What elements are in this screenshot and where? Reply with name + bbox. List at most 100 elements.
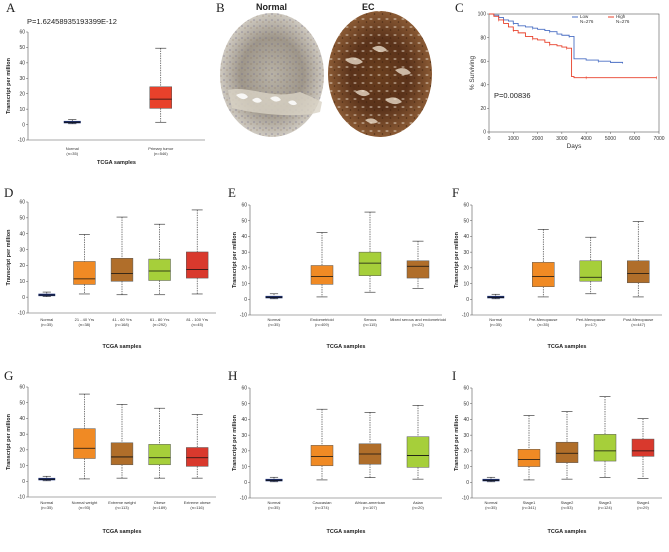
panel-g-category-count: (n=189) — [153, 505, 168, 510]
panel-letter-a: A — [6, 0, 16, 15]
panel-a-x-axis-label: TCGA samples — [97, 160, 136, 166]
panel-d-y-tick-label: 40 — [19, 231, 25, 237]
panel-b-tumor-label: EC — [362, 2, 375, 12]
panel-e-category-count: (n=22) — [412, 322, 424, 327]
panel-g-category-label: Normal weight — [72, 500, 98, 505]
box-asian — [406, 436, 430, 468]
panel-letter-h: H — [228, 368, 237, 383]
panel-e-y-axis-label: Transcript per million — [232, 231, 238, 288]
panel-h-category-count: (n=374) — [315, 505, 330, 510]
panel-e-category-count: (n=35) — [268, 322, 280, 327]
panel-e-x-axis-label: TCGA samples — [327, 344, 366, 350]
panel-f-category-label: Peri-Menopause — [576, 317, 606, 322]
panel-d-x-axis-label: TCGA samples — [103, 344, 142, 350]
panel-a-category-label: Primary tumor — [148, 146, 174, 151]
panel-e-y-tick-label: 50 — [241, 218, 247, 224]
panel-d-y-tick-label: -10 — [18, 311, 25, 317]
panel-h-y-tick-label: 50 — [241, 401, 247, 407]
panel-e-y-tick-label: -10 — [240, 313, 247, 319]
panel-h-category-label: Normal — [268, 500, 281, 505]
box-extreme-obese — [186, 447, 209, 467]
box-mixed-serous-and-endometrioid — [406, 260, 430, 279]
panel-d-category-label: 81 - 100 Yrs — [186, 317, 208, 322]
panel-h-x-axis-label: TCGA samples — [327, 529, 366, 535]
panel-a-pvalue: P=1.62458935193399E-12 — [27, 17, 117, 26]
panel-i-category-label: Normal — [485, 500, 498, 505]
panel-c-x-tick-label: 3000 — [556, 136, 567, 142]
panel-g-y-tick-label: 50 — [19, 400, 25, 406]
box-41-60-yrs — [110, 258, 134, 282]
panel-i-category-count: (n=53) — [561, 505, 573, 510]
panel-f-y-axis-label: Transcript per million — [454, 231, 460, 288]
panel-g-y-tick-label: 0 — [22, 479, 25, 485]
panel-i-y-tick-label: 20 — [463, 449, 469, 455]
panel-f-y-tick-label: 20 — [463, 266, 469, 272]
panel-c-x-tick-label: 6000 — [629, 136, 640, 142]
panel-e-y-tick-label: 0 — [244, 297, 247, 303]
panel-c-y-tick-label: 100 — [478, 12, 487, 18]
panel-i-y-axis-label: Transcript per million — [454, 414, 460, 471]
panel-a-y-tick-label: 30 — [19, 76, 25, 82]
panel-e-category-label: Serous — [364, 317, 377, 322]
panel-f-y-tick-label: 10 — [463, 281, 469, 287]
panel-e-y-tick-label: 40 — [241, 234, 247, 240]
panel-f-x-axis-label: TCGA samples — [548, 344, 587, 350]
panel-f-y-tick-label: 40 — [463, 234, 469, 240]
box-extreme-weight — [110, 442, 134, 466]
panel-e-y-tick-label: 30 — [241, 250, 247, 256]
panel-g-y-tick-label: 10 — [19, 463, 25, 469]
panel-h-y-tick-label: 20 — [241, 449, 247, 455]
panel-c-x-axis-label: Days — [567, 143, 583, 150]
panel-c-plot-frame — [488, 13, 660, 133]
panel-f-y-tick-label: -10 — [462, 313, 469, 319]
panel-d-y-tick-label: 0 — [22, 295, 25, 301]
box-81-100-yrs — [186, 251, 209, 279]
panel-d-y-axis-label: Transcript per million — [6, 229, 12, 286]
chart-a: -10 0 10 20 30 40 50 60 Transcript per million TC… — [6, 30, 205, 166]
panel-f-category-count: (n=17) — [585, 322, 597, 327]
panel-f-y-tick-label: 0 — [466, 297, 469, 303]
panel-i-y-tick-label: -10 — [462, 496, 469, 502]
panel-i-category-count: (n=35) — [485, 505, 497, 510]
panel-i-y-tick-label: 30 — [463, 433, 469, 439]
panel-d-category-count: (n=168) — [115, 322, 130, 327]
panel-c-y-tick-label: 0 — [483, 130, 486, 136]
panel-g-category-label: Obese — [154, 500, 167, 505]
panel-d-category-label: 21 - 40 Yrs — [75, 317, 95, 322]
panel-i-category-label: Stage3 — [599, 500, 612, 505]
panel-a-y-tick-label: 50 — [19, 45, 25, 51]
panel-letter-f: F — [452, 185, 459, 200]
panel-d-y-tick-label: 30 — [19, 247, 25, 253]
panel-h-category-label: Asian — [413, 500, 423, 505]
panel-a-y-tick-label: 40 — [19, 61, 25, 67]
box-61-80-yrs — [148, 258, 171, 281]
panel-f-y-tick-label: 30 — [463, 250, 469, 256]
panel-d-category-count: (n=292) — [153, 322, 168, 327]
panel-i-category-label: Stage2 — [561, 500, 574, 505]
box-serous — [358, 251, 382, 276]
box-post-menopause — [627, 260, 650, 284]
panel-g-category-label: Extreme obese — [184, 500, 212, 505]
panel-h-y-axis-label: Transcript per million — [232, 414, 238, 471]
panel-h-category-count: (n=35) — [268, 505, 280, 510]
panel-e-category-label: Endometrioid — [310, 317, 334, 322]
legend-label-low: Low — [580, 14, 589, 19]
panel-d-category-label: 41 - 60 Yrs — [112, 317, 132, 322]
panel-a-y-tick-label: 10 — [19, 107, 25, 113]
panel-f-category-label: Post-Menopause — [623, 317, 654, 322]
panel-g-category-label: Normal — [40, 500, 53, 505]
panel-f-category-count: (n=35) — [490, 322, 502, 327]
panel-h-category-count: (n=20) — [412, 505, 424, 510]
panel-a-y-tick-label: -10 — [18, 138, 25, 144]
box-stage4 — [631, 438, 655, 457]
panel-g-y-tick-label: -10 — [18, 495, 25, 501]
panel-i-y-tick-label: 40 — [463, 417, 469, 423]
panel-d-y-tick-label: 20 — [19, 263, 25, 269]
panel-c-x-tick-label: 0 — [488, 136, 491, 142]
box-stage2 — [555, 441, 579, 463]
panel-c-x-tick-label: 2000 — [532, 136, 543, 142]
panel-d-y-tick-label: 50 — [19, 216, 25, 222]
chart-g: -10 0 10 20 30 40 50 60 Transcript per million TC… — [6, 385, 216, 535]
panel-d-category-count: (n=35) — [41, 322, 53, 327]
panel-b-normal-label: Normal — [256, 2, 287, 12]
